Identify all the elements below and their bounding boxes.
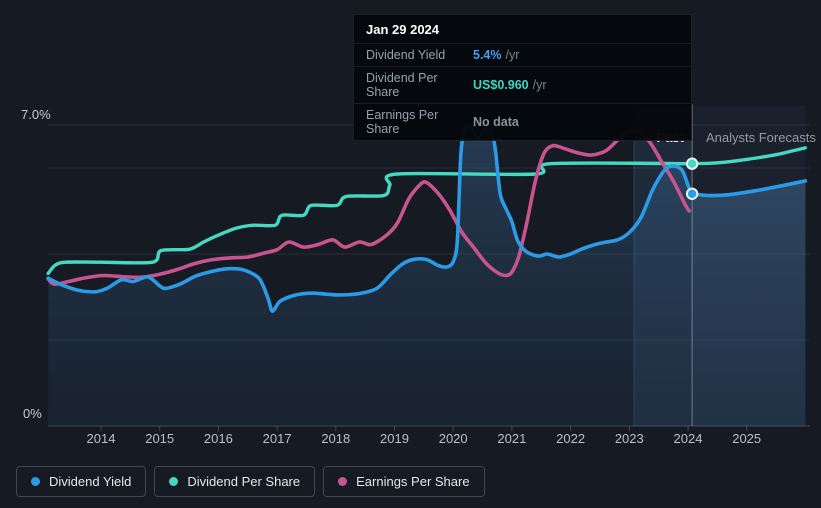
tooltip-value: US$0.960 — [473, 78, 529, 92]
dividend-yield-dot-icon — [31, 477, 40, 486]
legend-item-earnings-per-share[interactable]: Earnings Per Share — [323, 466, 485, 497]
y-axis-zero-label: 0% — [23, 406, 42, 421]
x-axis-label: 2015 — [145, 431, 175, 446]
tooltip-value-suffix: /yr — [505, 48, 520, 62]
tooltip-row-earnings-per-share: Earnings Per Share No data — [354, 103, 691, 140]
dividend-per-share-line-forecast — [690, 146, 808, 166]
y-axis-top-label: 7.0% — [21, 107, 51, 122]
dividend-per-share-dot-icon — [169, 477, 179, 486]
x-axis-label: 2020 — [438, 431, 468, 446]
tooltip-row-dividend-yield: Dividend Yield 5.4% /yr — [354, 43, 691, 66]
dividend-yield-line-forecast — [690, 179, 808, 198]
chart-legend: Dividend Yield Dividend Per Share Earnin… — [16, 466, 485, 497]
tooltip-label: Dividend Yield — [366, 48, 446, 62]
tooltip-value: No data — [473, 115, 519, 129]
legend-label: Dividend Per Share — [187, 474, 301, 489]
dividend-yield-line-past — [46, 123, 694, 313]
dividend-per-share-line-past — [46, 161, 694, 276]
x-axis-label: 2021 — [497, 431, 527, 446]
tooltip-label: Dividend Per Share — [366, 71, 438, 99]
tooltip-value-suffix: /yr — [532, 78, 547, 92]
x-axis-label: 2025 — [732, 431, 762, 446]
earnings-per-share-line — [46, 128, 691, 286]
x-axis-label: 2022 — [556, 431, 586, 446]
earnings-per-share-dot-icon — [338, 477, 348, 486]
x-axis-label: 2023 — [614, 431, 644, 446]
legend-label: Dividend Yield — [49, 474, 132, 489]
dividend-yield-area-forecast — [692, 180, 806, 426]
forecast-zone-label: Analysts Forecasts — [706, 130, 816, 145]
dividend-yield-area-past — [48, 125, 693, 427]
tooltip-row-dividend-per-share: Dividend Per Share US$0.960 /yr — [354, 66, 691, 103]
dividend-yield-marker[interactable] — [685, 187, 699, 201]
x-axis-label: 2019 — [380, 431, 409, 446]
dividend-per-share-marker[interactable] — [685, 157, 699, 170]
legend-item-dividend-per-share[interactable]: Dividend Per Share — [154, 466, 316, 497]
x-axis-label: 2016 — [203, 431, 233, 446]
chart-tooltip: Jan 29 2024 Dividend Yield 5.4% /yr Divi… — [353, 14, 692, 141]
x-axis-label: 2014 — [86, 431, 116, 446]
tooltip-label: Earnings Per Share — [366, 108, 439, 136]
legend-label: Earnings Per Share — [356, 474, 470, 489]
legend-item-dividend-yield[interactable]: Dividend Yield — [16, 466, 147, 497]
x-axis-label: 2017 — [262, 431, 292, 446]
x-axis-label: 2018 — [321, 431, 351, 446]
x-axis-label: 2024 — [673, 431, 703, 446]
tooltip-date: Jan 29 2024 — [366, 22, 440, 37]
tooltip-value: 5.4% — [473, 48, 502, 62]
